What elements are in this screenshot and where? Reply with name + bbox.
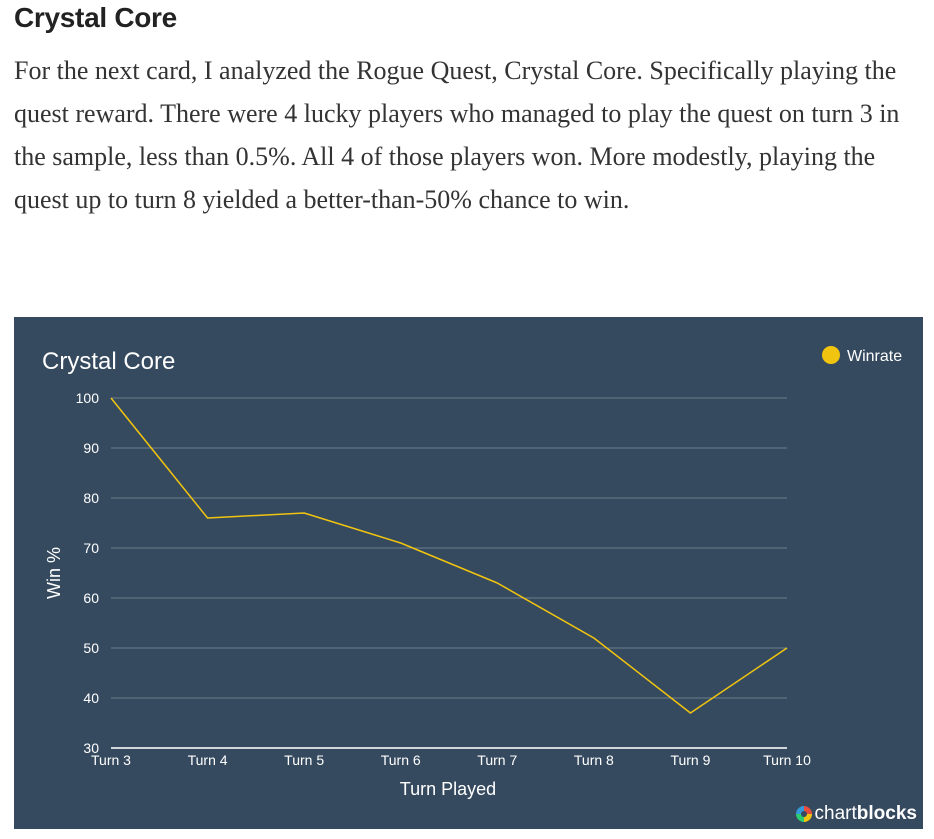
data-point[interactable] — [588, 632, 600, 644]
x-tick-label: Turn 6 — [381, 752, 421, 768]
y-axis-label: Win % — [44, 547, 64, 599]
grid-lines — [111, 397, 787, 749]
y-tick-label: 100 — [76, 390, 100, 406]
data-point[interactable] — [298, 507, 310, 519]
chart-panel: 30 40 50 60 70 80 90 100 Turn 3 Turn 4 Turn 5 Turn… — [14, 317, 923, 829]
data-point[interactable] — [491, 577, 503, 589]
x-tick-label: Turn 3 — [91, 752, 131, 768]
article-paragraph: For the next card, I analyzed the Rogue … — [14, 56, 900, 214]
legend-label-winrate: Winrate — [847, 348, 902, 365]
y-tick-label: 70 — [83, 540, 99, 556]
brand-suffix: blocks — [856, 803, 917, 824]
data-point[interactable] — [202, 512, 214, 524]
article-heading: Crystal Core — [14, 2, 177, 33]
x-tick-labels: Turn 3 Turn 4 Turn 5 Turn 6 Turn 7 Turn 8 Turn… — [91, 752, 811, 768]
x-tick-label: Turn 4 — [188, 752, 228, 768]
chartblocks-logo-icon — [795, 806, 812, 822]
y-tick-label: 40 — [83, 690, 99, 706]
y-tick-label: 30 — [83, 740, 99, 756]
x-tick-label: Turn 10 — [763, 752, 811, 768]
series-line-winrate — [110, 397, 788, 714]
data-point[interactable] — [395, 537, 407, 549]
chart-title: Crystal Core — [42, 348, 175, 375]
y-tick-labels: 30 40 50 60 70 80 90 100 — [76, 390, 100, 756]
y-tick-label: 50 — [83, 640, 99, 656]
data-point[interactable] — [105, 392, 117, 404]
x-tick-label: Turn 9 — [670, 752, 710, 768]
y-tick-label: 60 — [83, 590, 99, 606]
data-point[interactable] — [684, 707, 696, 719]
y-tick-label: 90 — [83, 440, 99, 456]
chartblocks-logo: chartblocks — [795, 803, 917, 825]
x-tick-label: Turn 8 — [574, 752, 614, 768]
brand-prefix: chart — [814, 803, 857, 824]
x-axis-label: Turn Played — [400, 779, 496, 799]
x-tick-label: Turn 7 — [477, 752, 517, 768]
legend-swatch-winrate — [822, 346, 840, 364]
series-layer — [105, 392, 793, 719]
data-point[interactable] — [781, 642, 793, 654]
y-tick-label: 80 — [83, 490, 99, 506]
legend: Winrate — [822, 346, 902, 365]
x-tick-label: Turn 5 — [284, 752, 324, 768]
